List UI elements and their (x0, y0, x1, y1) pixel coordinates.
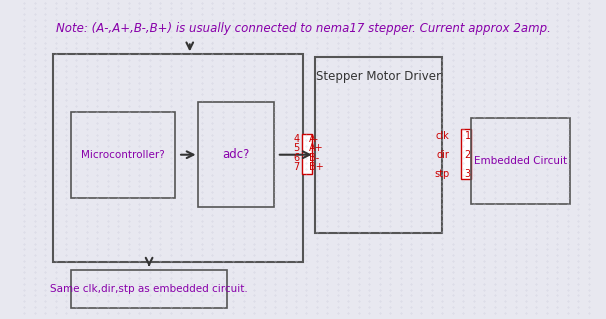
Text: clk: clk (436, 130, 450, 141)
Text: Microcontroller?: Microcontroller? (81, 150, 165, 160)
Text: stp: stp (434, 169, 450, 179)
Text: 4: 4 (293, 134, 299, 144)
Text: dir: dir (436, 150, 450, 160)
Text: 7: 7 (293, 162, 299, 173)
Text: 5: 5 (293, 143, 299, 153)
Text: Embedded Circuit: Embedded Circuit (474, 156, 567, 166)
Text: Stepper Motor Driver: Stepper Motor Driver (316, 70, 441, 83)
Text: B+: B+ (309, 162, 324, 173)
FancyBboxPatch shape (461, 129, 471, 179)
Text: Note: (A-,A+,B-,B+) is usually connected to nema17 stepper. Current approx 2amp.: Note: (A-,A+,B-,B+) is usually connected… (56, 22, 550, 35)
Text: B-: B- (309, 153, 319, 163)
Text: 3: 3 (464, 169, 471, 179)
Text: adc?: adc? (222, 148, 250, 161)
Text: 6: 6 (293, 153, 299, 163)
Text: A-: A- (309, 134, 319, 144)
Text: Same clk,dir,stp as embedded circuit.: Same clk,dir,stp as embedded circuit. (50, 284, 248, 294)
Text: 1: 1 (464, 130, 471, 141)
Text: A+: A+ (309, 143, 324, 153)
Text: 2: 2 (464, 150, 471, 160)
FancyBboxPatch shape (302, 134, 312, 174)
